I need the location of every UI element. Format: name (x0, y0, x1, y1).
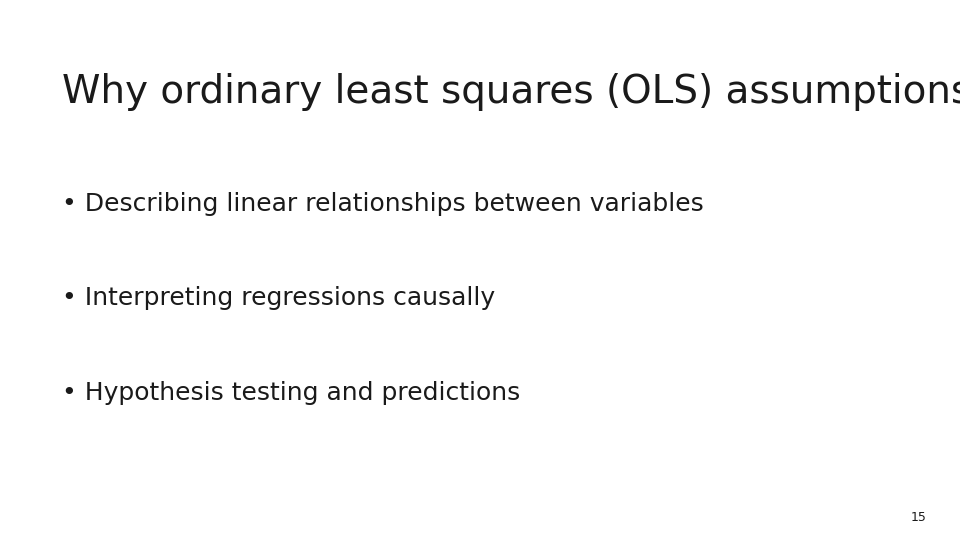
Text: • Interpreting regressions causally: • Interpreting regressions causally (62, 286, 495, 310)
Text: 15: 15 (910, 511, 926, 524)
Text: • Describing linear relationships between variables: • Describing linear relationships betwee… (62, 192, 704, 215)
Text: Why ordinary least squares (OLS) assumptions?: Why ordinary least squares (OLS) assumpt… (62, 73, 960, 111)
Text: • Hypothesis testing and predictions: • Hypothesis testing and predictions (62, 381, 520, 404)
